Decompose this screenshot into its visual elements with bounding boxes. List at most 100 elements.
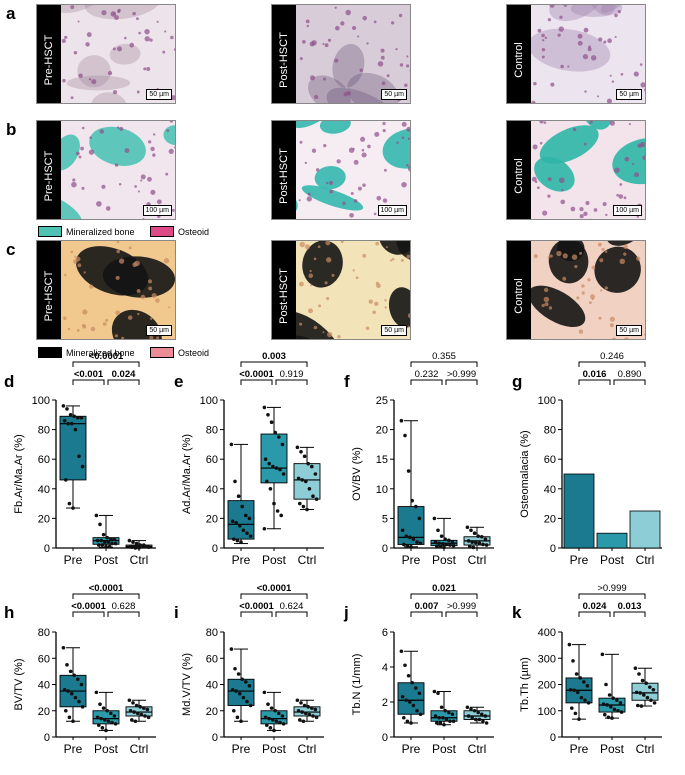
y-axis-label: Tb.Th (µm) bbox=[519, 657, 531, 712]
cell-dot bbox=[633, 71, 639, 77]
significance-bracket bbox=[107, 611, 140, 617]
data-point bbox=[637, 672, 641, 676]
cell-dot bbox=[357, 186, 362, 191]
cell-dot bbox=[385, 246, 388, 249]
cell-dot bbox=[609, 323, 614, 328]
data-point bbox=[400, 528, 405, 533]
p-value-label: <0.0001 bbox=[239, 601, 274, 612]
cell-dot bbox=[118, 258, 125, 264]
sample-tag: Control bbox=[507, 5, 531, 103]
cell-dot bbox=[318, 304, 322, 308]
data-point bbox=[72, 414, 76, 419]
cell-dot bbox=[140, 174, 146, 180]
data-point bbox=[435, 544, 439, 549]
data-point bbox=[266, 413, 270, 417]
data-point bbox=[607, 693, 612, 697]
data-point bbox=[616, 708, 620, 713]
cell-dot bbox=[77, 263, 82, 268]
data-point bbox=[432, 689, 437, 694]
cell-dot bbox=[616, 193, 620, 197]
y-tick-label: 80 bbox=[206, 425, 218, 437]
y-tick-label: 0 bbox=[212, 543, 218, 555]
data-point bbox=[73, 427, 78, 432]
cell-dot bbox=[324, 281, 328, 285]
data-point bbox=[101, 532, 106, 537]
cell-dot bbox=[63, 273, 67, 277]
cell-dot bbox=[85, 42, 90, 47]
cell-dot bbox=[75, 256, 81, 262]
micrograph-a-1: Pre-HSCT 50 µm bbox=[36, 4, 176, 104]
data-point bbox=[298, 501, 302, 506]
sample-label: Pre-HSCT bbox=[43, 150, 55, 202]
cell-dot bbox=[116, 241, 120, 244]
cell-dot bbox=[82, 309, 88, 315]
micrograph-texture bbox=[528, 5, 645, 103]
cell-dot bbox=[391, 257, 395, 261]
data-point bbox=[267, 461, 272, 466]
y-axis-label: Osteomalacia (%) bbox=[519, 430, 531, 517]
cell-dot bbox=[583, 211, 588, 217]
cell-dot bbox=[380, 55, 385, 60]
data-point bbox=[238, 524, 242, 528]
data-point bbox=[636, 703, 640, 708]
scale-bar: 100 µm bbox=[377, 205, 407, 216]
data-point bbox=[130, 718, 134, 722]
p-value-label: <0.0001 bbox=[239, 369, 274, 380]
p-value-label: 0.246 bbox=[600, 351, 624, 362]
data-point bbox=[447, 710, 451, 715]
data-point bbox=[247, 516, 252, 521]
data-point bbox=[137, 546, 141, 550]
cell-dot bbox=[547, 177, 552, 182]
bar-post bbox=[596, 532, 628, 549]
cell-dot bbox=[121, 336, 125, 339]
data-point bbox=[268, 487, 273, 491]
cell-dot bbox=[584, 90, 587, 93]
data-point bbox=[68, 669, 73, 674]
data-point bbox=[110, 720, 114, 725]
y-tick-label: 80 bbox=[38, 425, 50, 437]
tissue-region bbox=[308, 75, 351, 103]
cell-dot bbox=[547, 256, 551, 259]
cell-dot bbox=[579, 206, 584, 212]
data-point bbox=[649, 698, 653, 703]
cell-dot bbox=[70, 250, 74, 254]
cell-dot bbox=[590, 218, 592, 219]
cell-dot bbox=[404, 83, 408, 88]
data-point bbox=[265, 479, 269, 484]
cell-dot bbox=[136, 17, 139, 21]
data-point bbox=[146, 545, 151, 550]
p-value-label: <0.0001 bbox=[89, 583, 124, 594]
data-point bbox=[95, 715, 100, 720]
panel-label-h: h bbox=[4, 603, 15, 622]
data-point bbox=[106, 719, 111, 724]
cell-dot bbox=[570, 206, 576, 212]
data-point bbox=[436, 691, 440, 696]
data-point bbox=[77, 454, 81, 459]
data-point bbox=[269, 706, 274, 710]
cell-dot bbox=[609, 74, 612, 77]
data-point bbox=[436, 528, 440, 533]
data-point bbox=[143, 544, 147, 549]
data-point bbox=[232, 708, 236, 713]
cell-dot bbox=[311, 40, 317, 46]
cell-dot bbox=[91, 79, 97, 85]
cell-dot bbox=[136, 90, 140, 94]
data-point bbox=[472, 708, 477, 713]
data-point bbox=[611, 696, 615, 700]
chart-h: 0 20 40 60 80 BV/TV (%) Pre Post Ctrl <0.0001 <0.0… bbox=[13, 583, 156, 756]
data-point bbox=[418, 712, 423, 717]
cell-dot bbox=[299, 140, 303, 144]
x-tick-label: Pre bbox=[232, 742, 251, 756]
cell-dot bbox=[360, 136, 366, 142]
data-point bbox=[110, 541, 114, 546]
significance-bracket bbox=[107, 379, 140, 385]
significance-bracket bbox=[410, 361, 478, 367]
cell-dot bbox=[558, 177, 565, 184]
data-point bbox=[469, 707, 473, 711]
data-point bbox=[638, 691, 642, 695]
cell-dot bbox=[156, 20, 159, 23]
cell-dot bbox=[644, 87, 645, 92]
cell-dot bbox=[146, 67, 151, 72]
data-point bbox=[263, 457, 268, 462]
y-axis-label: Md.V/TV (%) bbox=[181, 653, 193, 716]
